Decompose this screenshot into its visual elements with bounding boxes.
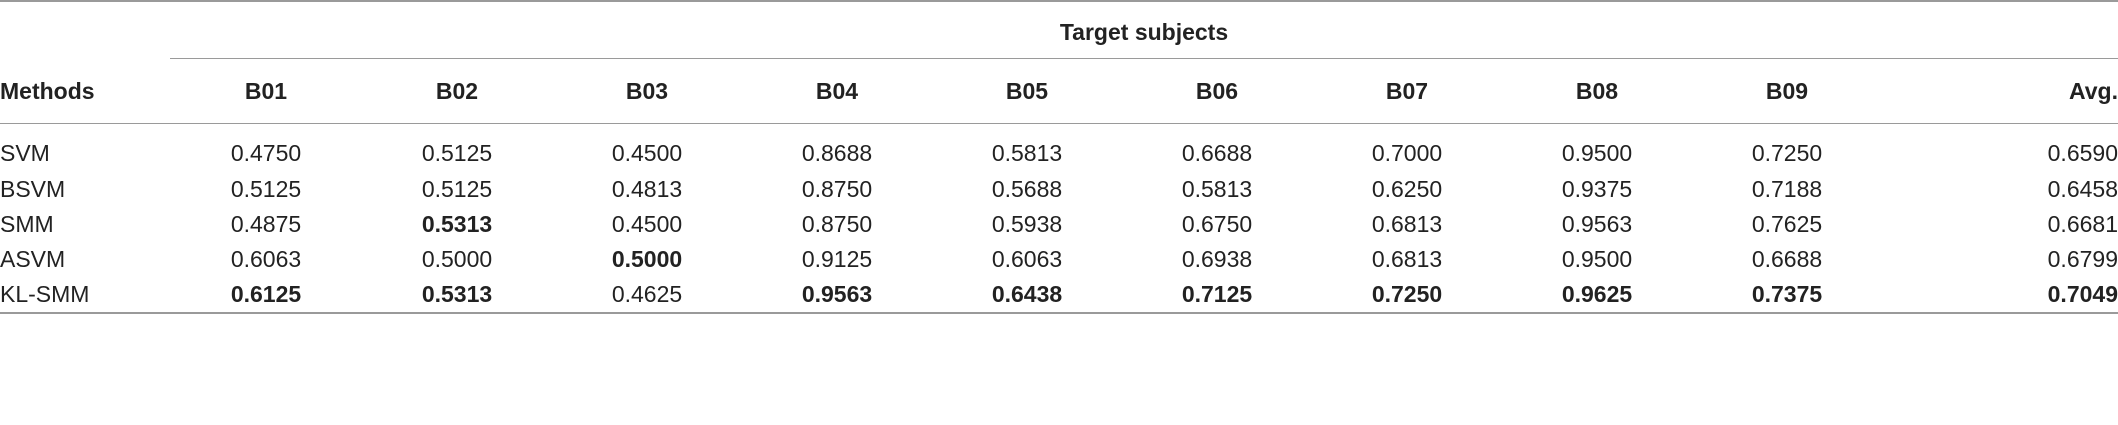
table-row: SMM 0.4875 0.5313 0.4500 0.8750 0.5938 0… [0,207,2118,242]
value-cell: 0.7000 [1371,139,1443,166]
value-cell: 0.6688 [1181,139,1253,166]
value-cell: 0.4500 [611,139,683,166]
group-rule [0,58,2118,59]
value-cell: 0.4750 [230,139,302,166]
column-header-methods: Methods [0,59,170,124]
value-cell: 0.9125 [801,246,873,272]
value-cell: 0.5125 [421,176,493,202]
value-cell: 0.6750 [1181,211,1253,237]
value-cell: 0.4625 [552,277,742,314]
value-cell: 0.9563 [1561,211,1633,237]
column-header-b09: B09 [1692,59,1882,124]
value-cell: 0.6250 [1371,176,1443,202]
value-cell: 0.7375 [1692,277,1882,314]
table-body: SVM 0.4750 0.5125 0.4500 0.8688 0.5813 0… [0,124,2118,314]
results-table: Target subjects Methods B01 B02 B03 B04 … [0,0,2118,314]
column-header-b07: B07 [1312,59,1502,124]
table-row: SVM 0.4750 0.5125 0.4500 0.8688 0.5813 0… [0,124,2118,173]
value-cell: 0.9563 [742,277,932,314]
value-cell: 0.7250 [1751,139,1823,166]
table-row: KL-SMM 0.6125 0.5313 0.4625 0.9563 0.643… [0,277,2118,314]
value-cell: 0.5125 [230,176,302,202]
value-cell: 0.9625 [1502,277,1692,314]
method-cell: KL-SMM [0,277,170,314]
avg-cell: 0.6458 [2047,176,2118,202]
value-cell: 0.6813 [1371,211,1443,237]
value-cell: 0.9375 [1561,176,1633,202]
value-cell: 0.7188 [1751,176,1823,202]
table-row: ASVM 0.6063 0.5000 0.5000 0.9125 0.6063 … [0,242,2118,277]
avg-cell: 0.6799 [2047,246,2118,272]
value-cell: 0.7625 [1751,211,1823,237]
value-cell: 0.6688 [1751,246,1823,272]
value-cell: 0.6438 [932,277,1122,314]
column-header-b01: B01 [170,59,362,124]
value-cell: 0.6938 [1181,246,1253,272]
column-header-b08: B08 [1502,59,1692,124]
column-header-row: Methods B01 B02 B03 B04 B05 B06 B07 B08 … [0,59,2118,124]
value-cell: 0.9500 [1561,246,1633,272]
column-header-b04: B04 [742,59,932,124]
value-cell: 0.6125 [170,277,362,314]
value-cell: 0.4813 [611,176,683,202]
method-cell: BSVM [0,176,66,202]
value-cell: 0.5688 [991,176,1063,202]
method-cell: ASVM [0,246,66,272]
avg-cell: 0.6681 [2047,211,2118,237]
column-header-b03: B03 [552,59,742,124]
value-cell: 0.9500 [1561,139,1633,166]
value-cell: 0.5313 [421,211,493,237]
value-cell: 0.5813 [1181,176,1253,202]
avg-cell: 0.6590 [2047,139,2118,166]
top-rule [0,0,2118,6]
value-cell: 0.5000 [421,246,493,272]
value-cell: 0.5938 [991,211,1063,237]
value-cell: 0.5813 [991,139,1063,166]
value-cell: 0.8750 [801,211,873,237]
avg-cell: 0.7049 [1882,277,2118,314]
value-cell: 0.8688 [801,139,873,166]
column-header-b05: B05 [932,59,1122,124]
value-cell: 0.5313 [362,277,552,314]
value-cell: 0.6063 [991,246,1063,272]
value-cell: 0.6813 [1371,246,1443,272]
column-header-b02: B02 [362,59,552,124]
value-cell: 0.7125 [1122,277,1312,314]
value-cell: 0.7250 [1312,277,1502,314]
column-header-avg: Avg. [1882,59,2118,124]
value-cell: 0.5125 [421,139,493,166]
value-cell: 0.4500 [611,211,683,237]
value-cell: 0.4875 [230,211,302,237]
group-header-row: Target subjects [0,6,2118,59]
value-cell: 0.8750 [801,176,873,202]
column-header-b06: B06 [1122,59,1312,124]
value-cell: 0.5000 [611,246,683,272]
method-cell: SMM [0,211,54,237]
method-cell: SVM [0,139,50,166]
table-row: BSVM 0.5125 0.5125 0.4813 0.8750 0.5688 … [0,172,2118,207]
value-cell: 0.6063 [230,246,302,272]
group-header-target-subjects: Target subjects [1059,18,1229,45]
